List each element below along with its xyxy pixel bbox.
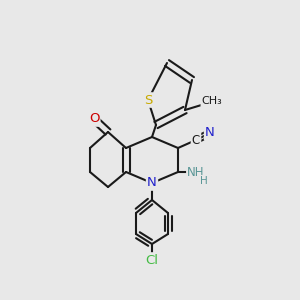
Text: Cl: Cl [146,254,158,266]
Text: CH₃: CH₃ [202,96,222,106]
Text: S: S [144,94,152,106]
Text: N: N [205,127,215,140]
Text: N: N [147,176,157,190]
Text: NH: NH [187,166,205,178]
Text: H: H [200,176,208,186]
Text: O: O [89,112,99,125]
Text: C: C [192,134,200,146]
